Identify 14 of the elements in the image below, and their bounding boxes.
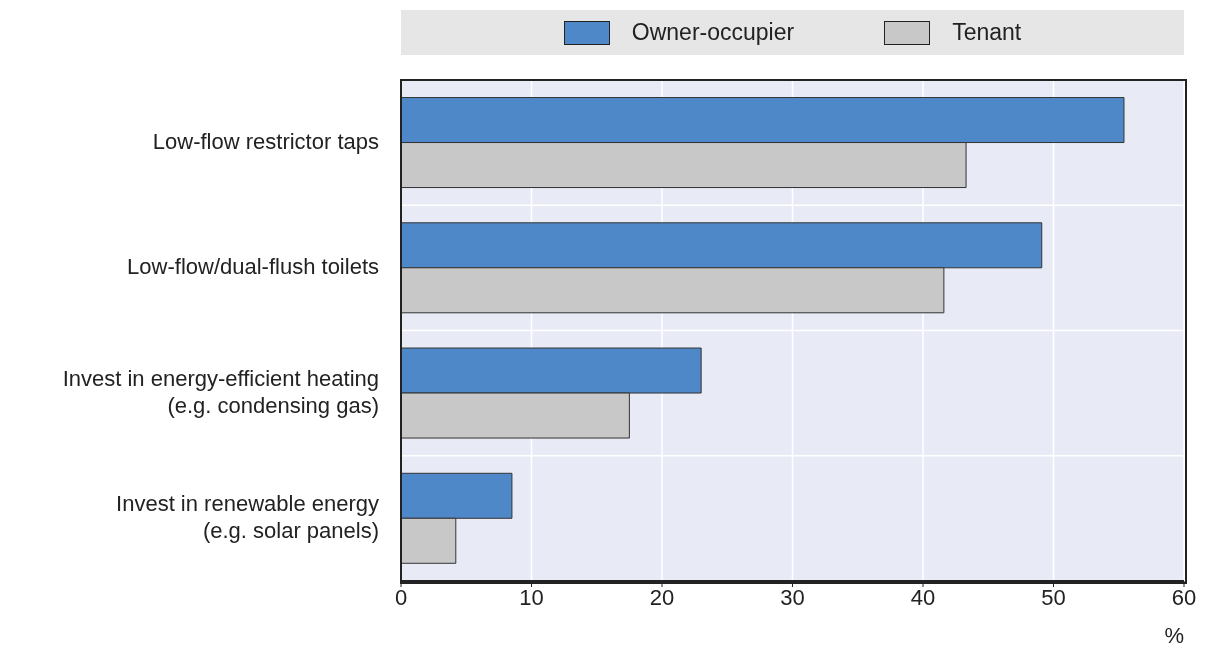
y-tick-label: Low-flow/dual-flush toilets [127,253,379,279]
x-tick-label: 10 [519,584,544,610]
y-tick-label: Invest in renewable energy (e.g. solar panels) [116,490,379,543]
x-tick-label: 40 [910,584,936,610]
x-tick-label: 30 [780,584,805,610]
legend-label: Owner-occupier [631,19,795,46]
x-axis-title: % [1164,623,1184,648]
legend-label: Tenant [952,19,1022,46]
y-tick-label: Invest in energy-efficient heating (e.g. condensing gas) [62,365,379,418]
y-tick-label: Low-flow restrictor taps [152,128,379,154]
x-tick-label: 20 [649,584,675,610]
x-tick-label: 50 [1041,584,1066,610]
x-tick-label: 0 [394,584,408,610]
x-tick-label: 60 [1171,584,1197,610]
